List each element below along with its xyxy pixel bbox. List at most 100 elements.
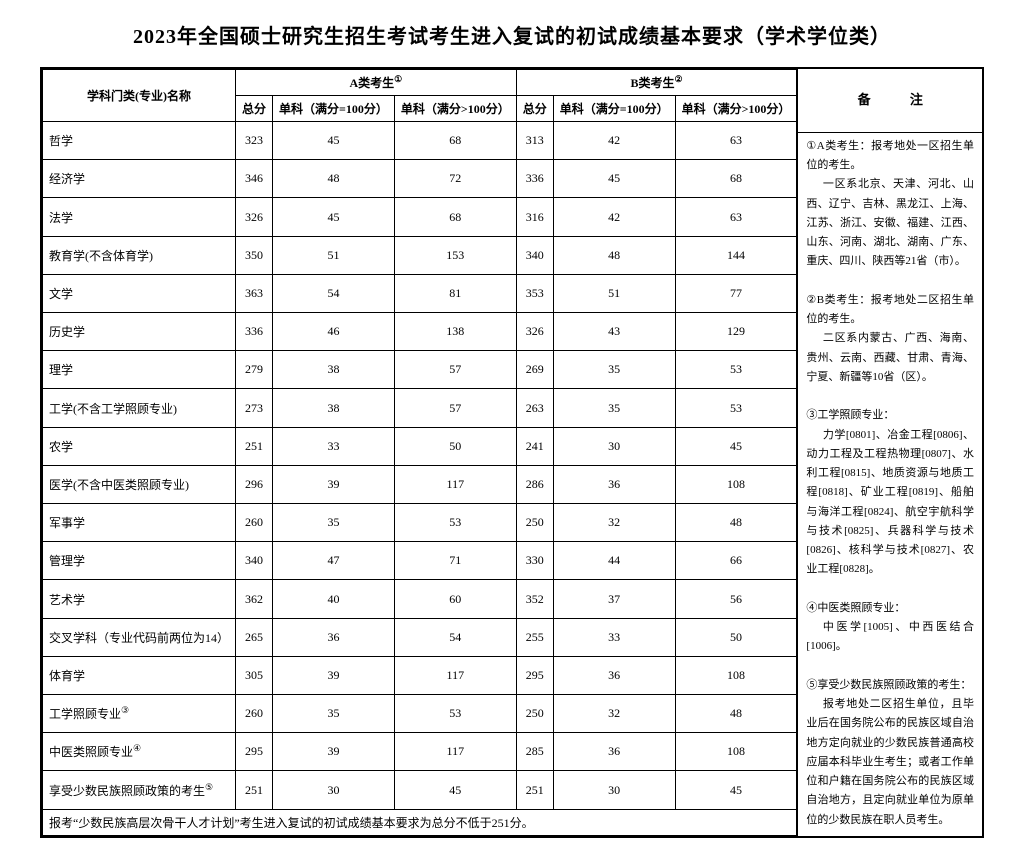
score-cell: 45 [675, 771, 797, 809]
note-1-body: 一区系北京、天津、河北、山西、辽宁、吉林、黑龙江、上海、江苏、浙江、安徽、福建、… [806, 175, 974, 271]
score-cell: 336 [236, 313, 273, 351]
score-cell: 71 [394, 542, 516, 580]
notes-header: 备 注 [798, 69, 982, 133]
table-row: 中医类照顾专业④2953911728536108 [43, 733, 797, 771]
score-cell: 117 [394, 733, 516, 771]
major-name-cell: 理学 [43, 351, 236, 389]
score-cell: 53 [394, 695, 516, 733]
score-cell: 30 [553, 427, 675, 465]
major-name-cell: 军事学 [43, 504, 236, 542]
major-name-cell: 工学(不含工学照顾专业) [43, 389, 236, 427]
score-cell: 32 [553, 504, 675, 542]
score-cell: 33 [553, 618, 675, 656]
score-cell: 305 [236, 656, 273, 694]
table-row: 医学(不含中医类照顾专业)2963911728636108 [43, 465, 797, 503]
score-cell: 36 [553, 465, 675, 503]
table-row: 艺术学36240603523756 [43, 580, 797, 618]
score-cell: 295 [236, 733, 273, 771]
major-name-cell: 经济学 [43, 160, 236, 198]
score-cell: 53 [675, 389, 797, 427]
score-cell: 108 [675, 465, 797, 503]
table-row: 军事学26035532503248 [43, 504, 797, 542]
score-cell: 54 [273, 274, 395, 312]
score-cell: 63 [675, 122, 797, 160]
note-5-lead: ⑤享受少数民族照顾政策的考生： [806, 676, 974, 695]
score-cell: 37 [553, 580, 675, 618]
score-cell: 42 [553, 122, 675, 160]
score-cell: 32 [553, 695, 675, 733]
score-cell: 45 [675, 427, 797, 465]
score-cell: 72 [394, 160, 516, 198]
score-cell: 251 [516, 771, 553, 809]
score-cell: 326 [516, 313, 553, 351]
score-cell: 340 [516, 236, 553, 274]
major-name-cell: 享受少数民族照顾政策的考生⑤ [43, 771, 236, 809]
header-b-subover: 单科（满分>100分） [675, 96, 797, 122]
major-name-cell: 农学 [43, 427, 236, 465]
score-cell: 53 [675, 351, 797, 389]
header-a-total: 总分 [236, 96, 273, 122]
score-cell: 44 [553, 542, 675, 580]
score-cell: 39 [273, 656, 395, 694]
footer-note: 报考“少数民族高层次骨干人才计划”考生进入复试的初试成绩基本要求为总分不低于25… [43, 809, 797, 835]
score-cell: 63 [675, 198, 797, 236]
header-a-subover: 单科（满分>100分） [394, 96, 516, 122]
note-3-lead: ③工学照顾专业： [806, 406, 974, 425]
table-row: 经济学34648723364568 [43, 160, 797, 198]
header-group-b: B类考生② [516, 70, 797, 96]
score-cell: 363 [236, 274, 273, 312]
major-name-cell: 管理学 [43, 542, 236, 580]
main-layout: 学科门类(专业)名称 A类考生① B类考生② 总分 单科（满分=100分） 单科… [40, 67, 984, 838]
score-cell: 273 [236, 389, 273, 427]
score-cell: 117 [394, 656, 516, 694]
score-cell: 313 [516, 122, 553, 160]
score-cell: 45 [394, 771, 516, 809]
table-row: 工学照顾专业③26035532503248 [43, 695, 797, 733]
score-cell: 251 [236, 771, 273, 809]
score-cell: 336 [516, 160, 553, 198]
score-cell: 108 [675, 733, 797, 771]
table-row: 管理学34047713304466 [43, 542, 797, 580]
score-cell: 260 [236, 504, 273, 542]
score-cell: 48 [553, 236, 675, 274]
table-row: 文学36354813535177 [43, 274, 797, 312]
table-row: 享受少数民族照顾政策的考生⑤25130452513045 [43, 771, 797, 809]
header-b-total: 总分 [516, 96, 553, 122]
score-cell: 263 [516, 389, 553, 427]
note-3-body: 力学[0801]、冶金工程[0806]、动力工程及工程热物理[0807]、水利工… [806, 426, 974, 580]
score-cell: 38 [273, 389, 395, 427]
score-cell: 326 [236, 198, 273, 236]
score-cell: 56 [675, 580, 797, 618]
score-cell: 144 [675, 236, 797, 274]
score-cell: 260 [236, 695, 273, 733]
major-name-cell: 工学照顾专业③ [43, 695, 236, 733]
score-cell: 51 [273, 236, 395, 274]
table-row: 农学25133502413045 [43, 427, 797, 465]
score-cell: 40 [273, 580, 395, 618]
score-cell: 346 [236, 160, 273, 198]
score-cell: 48 [675, 695, 797, 733]
header-b-sub100: 单科（满分=100分） [553, 96, 675, 122]
score-cell: 45 [553, 160, 675, 198]
score-cell: 35 [273, 504, 395, 542]
score-cell: 30 [273, 771, 395, 809]
score-cell: 33 [273, 427, 395, 465]
note-4-body: 中医学[1005]、中西医结合[1006]。 [806, 618, 974, 657]
score-cell: 39 [273, 733, 395, 771]
table-row: 理学27938572693553 [43, 351, 797, 389]
score-cell: 117 [394, 465, 516, 503]
score-cell: 350 [236, 236, 273, 274]
major-name-cell: 教育学(不含体育学) [43, 236, 236, 274]
score-cell: 36 [553, 733, 675, 771]
score-cell: 265 [236, 618, 273, 656]
score-cell: 269 [516, 351, 553, 389]
score-cell: 35 [553, 389, 675, 427]
score-cell: 250 [516, 504, 553, 542]
score-cell: 53 [394, 504, 516, 542]
score-cell: 323 [236, 122, 273, 160]
score-cell: 35 [553, 351, 675, 389]
score-cell: 129 [675, 313, 797, 351]
score-cell: 316 [516, 198, 553, 236]
score-cell: 35 [273, 695, 395, 733]
major-name-cell: 艺术学 [43, 580, 236, 618]
